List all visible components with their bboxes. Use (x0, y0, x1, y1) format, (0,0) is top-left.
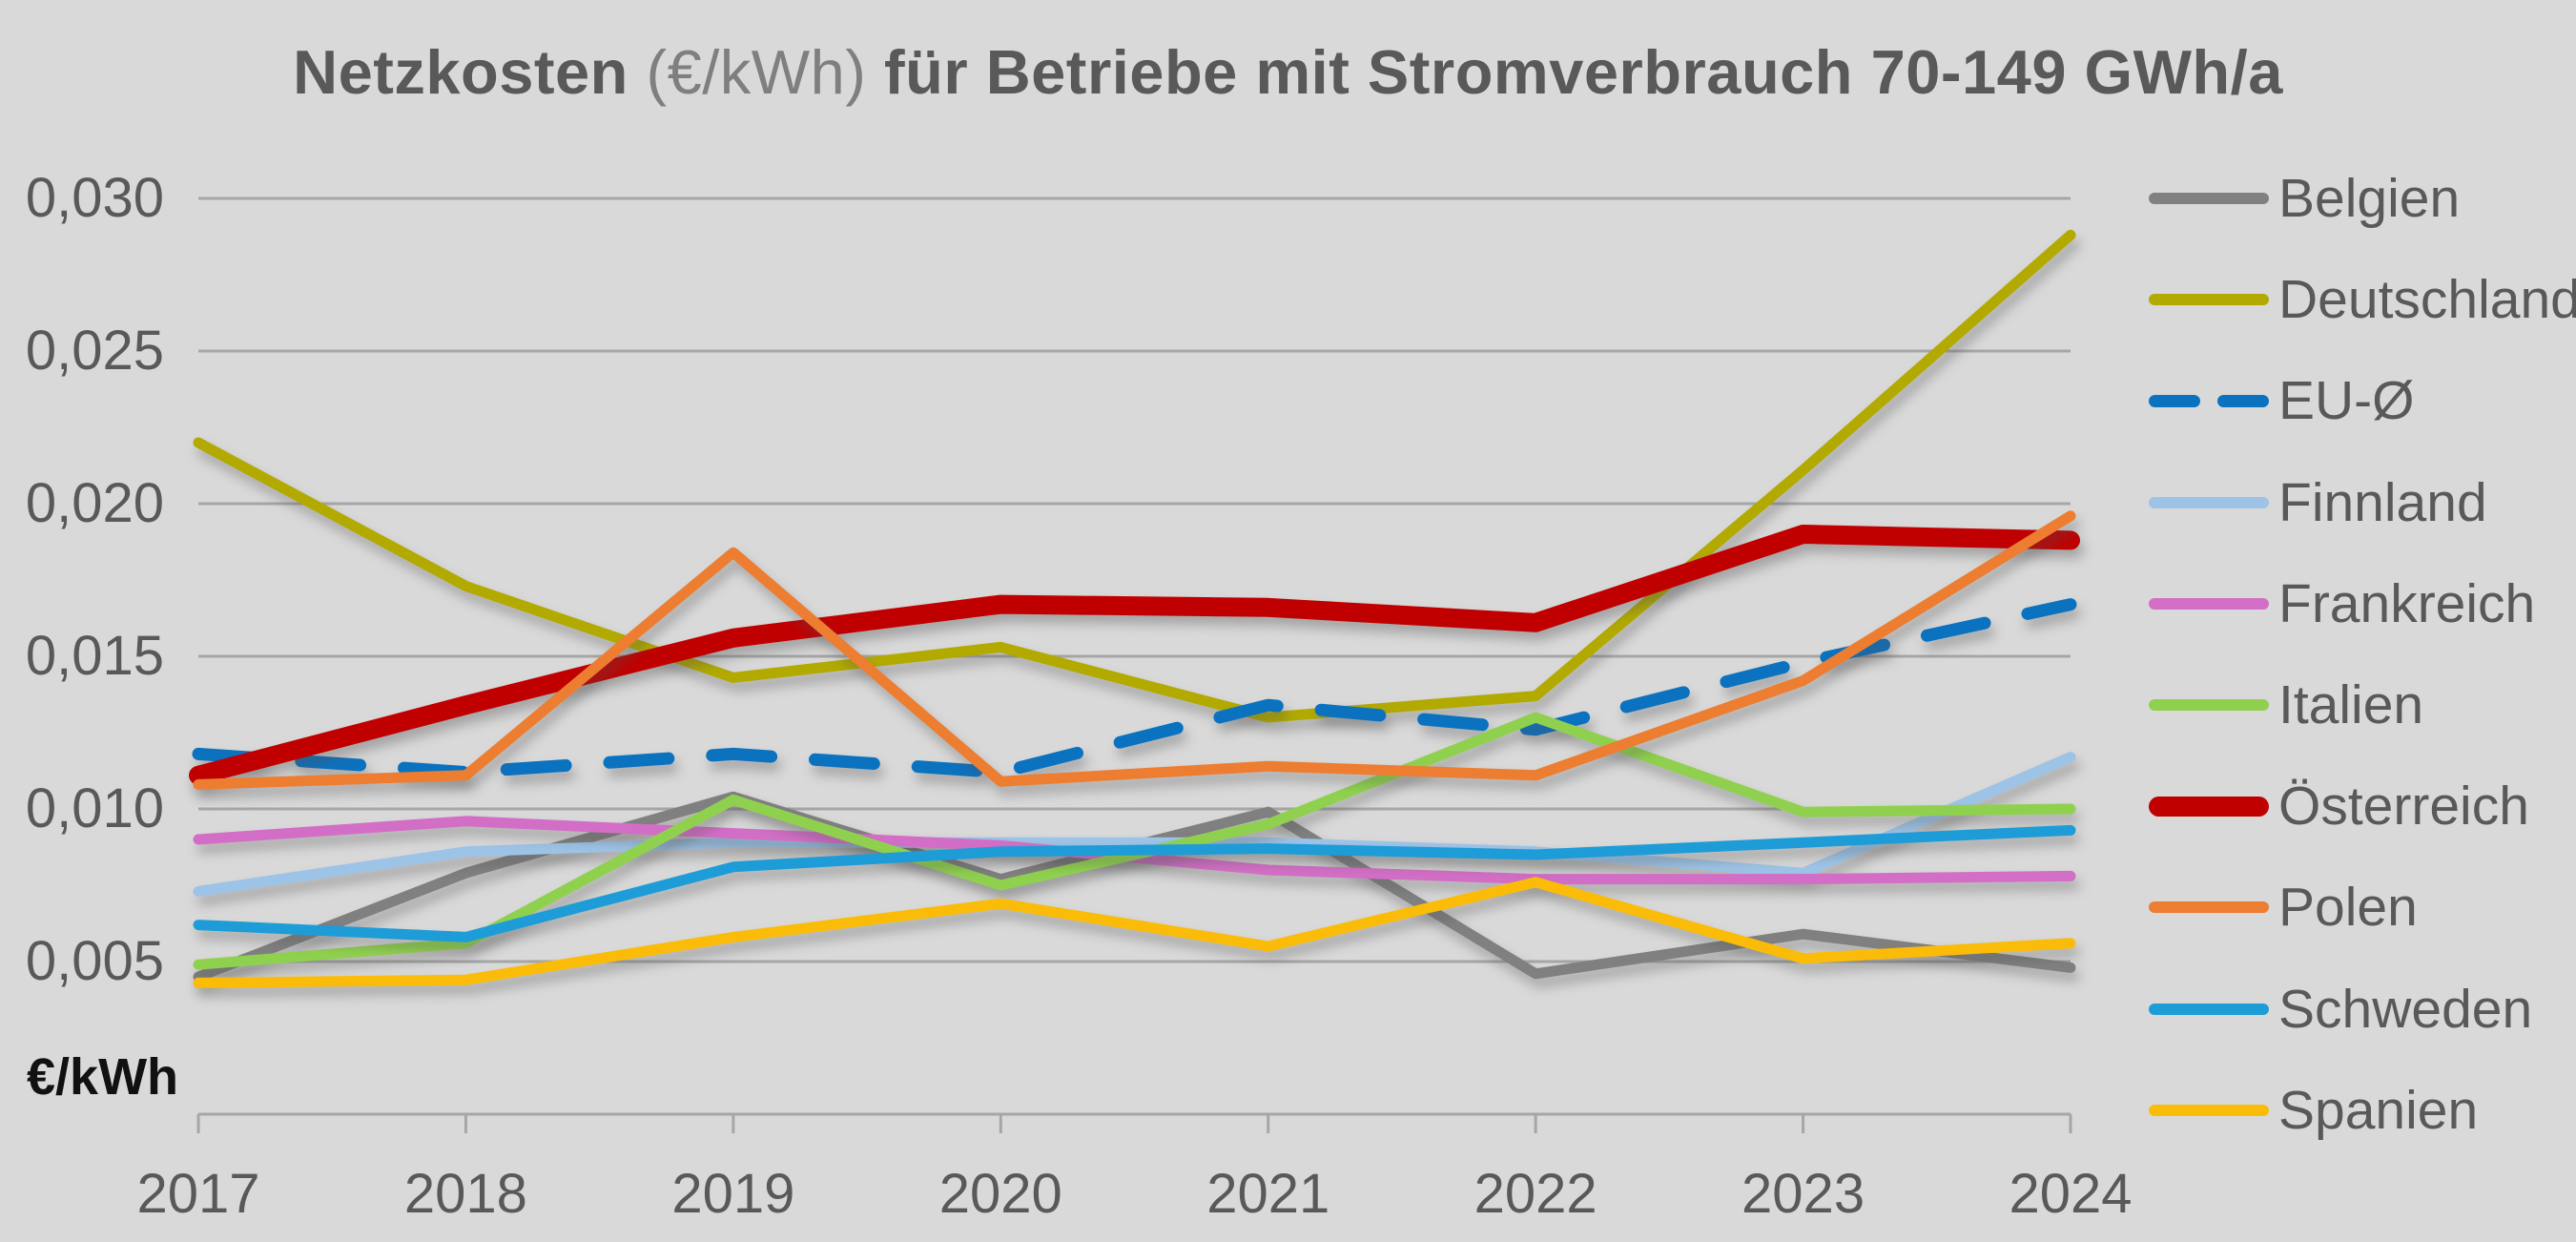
legend-item-spanien: Spanien (2149, 1077, 2478, 1144)
legend-label-eu-: EU-Ø (2278, 370, 2415, 432)
legend-label-finnland: Finnland (2278, 471, 2487, 533)
y-tick-label-0,005: 0,005 (25, 930, 164, 992)
x-tick-label-2021: 2021 (1206, 1163, 1330, 1225)
legend-swatch-schweden (2149, 1003, 2269, 1015)
legend-bar-schweden (2149, 1003, 2269, 1015)
legend-item-frankreich: Frankreich (2149, 570, 2535, 637)
y-tick-label-0,010: 0,010 (25, 777, 164, 839)
x-tick-label-2024: 2024 (2009, 1163, 2133, 1225)
series-line-eu- (192, 598, 2077, 779)
legend-swatch-italien (2149, 699, 2269, 711)
legend-swatch-spanien (2149, 1104, 2269, 1116)
legend-item-italien: Italien (2149, 672, 2423, 738)
legend-label-polen: Polen (2278, 877, 2418, 939)
series-line-deutschland (193, 229, 2076, 723)
y-tick-label-0,025: 0,025 (25, 320, 164, 382)
legend-bar-polen (2149, 901, 2269, 914)
legend-item-polen: Polen (2149, 874, 2418, 941)
legend-item-finnland: Finnland (2149, 469, 2487, 536)
series-line-polen (193, 510, 2076, 790)
legend-swatch-belgien (2149, 193, 2269, 204)
legend-bar-deutschland (2149, 294, 2269, 306)
legend-label-spanien: Spanien (2278, 1079, 2479, 1141)
series-line-schweden (193, 824, 2076, 942)
y-tick-label-0,030: 0,030 (25, 167, 164, 229)
legend-dash-eu- (2149, 394, 2200, 407)
legend-swatch-eu- (2149, 394, 2269, 407)
legend-swatch-frankreich (2149, 597, 2269, 610)
legend-swatch-deutschland (2149, 294, 2269, 306)
legend-bar-belgien (2149, 193, 2269, 204)
series-line-spanien (193, 877, 2076, 988)
y-axis-unit-label: €/kWh (27, 1048, 179, 1106)
series-line--sterreich (189, 525, 2080, 785)
x-tick-label-2020: 2020 (938, 1163, 1062, 1225)
legend-item-belgien: Belgien (2149, 165, 2460, 232)
legend-bar-spanien (2149, 1104, 2269, 1116)
legend-swatch-finnland (2149, 496, 2269, 508)
x-tick-label-2022: 2022 (1473, 1163, 1597, 1225)
legend-item--sterreich: Österreich (2149, 773, 2529, 839)
chart-title-segment-2: für Betriebe mit Stromverbrauch 70-149 G… (866, 37, 2283, 107)
chart-title: Netzkosten (€/kWh) für Betriebe mit Stro… (0, 38, 2576, 107)
chart-title-segment-1: (€/kWh) (646, 37, 867, 107)
legend-label-deutschland: Deutschland (2278, 269, 2576, 331)
chart-title-segment-0: Netzkosten (293, 37, 647, 107)
legend-swatch-polen (2149, 901, 2269, 914)
legend-dash-eu- (2217, 394, 2269, 407)
legend-label-belgien: Belgien (2278, 168, 2461, 229)
legend-label--sterreich: Österreich (2278, 776, 2529, 838)
x-tick-label-2017: 2017 (136, 1163, 260, 1225)
legend-item-eu-: EU-Ø (2149, 367, 2415, 434)
legend-label-frankreich: Frankreich (2278, 572, 2536, 634)
legend-bar-finnland (2149, 496, 2269, 508)
legend-item-schweden: Schweden (2149, 976, 2532, 1043)
legend-bar--sterreich (2149, 796, 2269, 817)
y-tick-label-0,020: 0,020 (25, 472, 164, 534)
legend-swatch--sterreich (2149, 796, 2269, 817)
legend-bar-frankreich (2149, 597, 2269, 610)
legend-item-deutschland: Deutschland (2149, 266, 2576, 333)
series-line-finnland (193, 752, 2076, 897)
x-tick-label-2023: 2023 (1741, 1163, 1865, 1225)
x-tick-label-2018: 2018 (403, 1163, 527, 1225)
y-tick-label-0,015: 0,015 (25, 625, 164, 687)
legend-label-schweden: Schweden (2278, 978, 2533, 1040)
legend-label-italien: Italien (2278, 674, 2424, 735)
x-tick-label-2019: 2019 (671, 1163, 795, 1225)
legend-bar-italien (2149, 699, 2269, 711)
